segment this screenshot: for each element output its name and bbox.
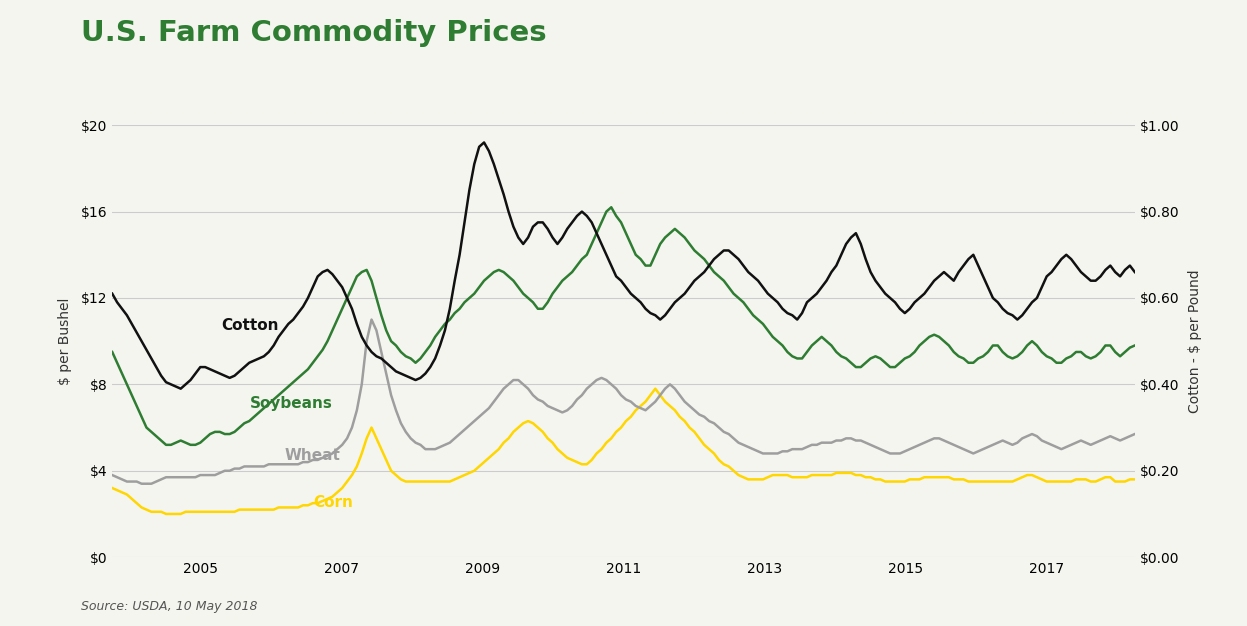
Text: U.S. Farm Commodity Prices: U.S. Farm Commodity Prices — [81, 19, 546, 47]
Y-axis label: $ per Bushel: $ per Bushel — [59, 297, 72, 385]
Text: Wheat: Wheat — [286, 448, 340, 463]
Text: Soybeans: Soybeans — [249, 396, 333, 411]
Text: Corn: Corn — [313, 495, 353, 510]
Text: Cotton: Cotton — [222, 319, 279, 334]
Text: Source: USDA, 10 May 2018: Source: USDA, 10 May 2018 — [81, 600, 258, 613]
Y-axis label: Cotton - $ per Pound: Cotton - $ per Pound — [1187, 269, 1202, 413]
